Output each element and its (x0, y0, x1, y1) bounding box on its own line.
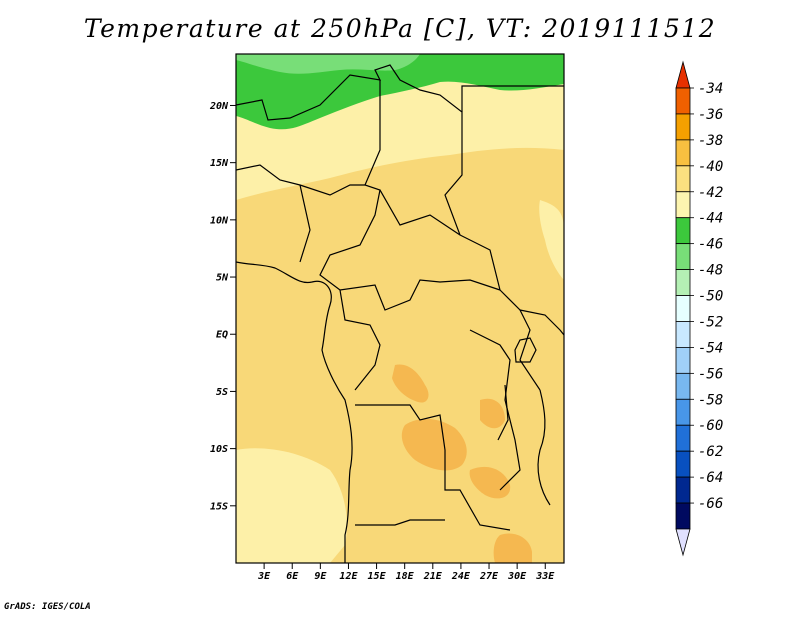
temp-field-minus38-a (392, 364, 429, 403)
colorbar-label: -62 (698, 444, 723, 460)
colorbar-label: -42 (698, 185, 723, 201)
colorbar-box (675, 476, 691, 504)
colorbar-box (675, 269, 691, 296)
colorbar-box (675, 398, 691, 426)
colorbar-label: -46 (698, 237, 723, 253)
lon-tick-label: 21E (423, 571, 443, 582)
colorbar-box (675, 191, 691, 219)
colorbar-box (675, 295, 691, 322)
lon-tick-label: 18E (396, 571, 415, 582)
temp-field-minus38-c (480, 398, 505, 429)
temp-field-minus44 (236, 54, 564, 130)
map-title: Temperature at 250hPa [C], VT: 201911151… (83, 14, 717, 43)
lon-tick-label: 27E (479, 571, 499, 582)
colorbar-label: -40 (698, 159, 723, 175)
lat-tick-label: 20N (209, 101, 229, 112)
temp-field-minus42-east (539, 200, 564, 280)
lon-tick-label: 24E (451, 571, 471, 582)
temp-field-minus38-e (493, 533, 532, 563)
colorbar-label: -48 (698, 263, 723, 279)
colorbar-label: -44 (698, 211, 723, 227)
lon-tick-label: 9E (314, 571, 327, 582)
grads-credit: GrADS: IGES/COLA (4, 602, 91, 612)
lat-tick-label: 10N (210, 215, 229, 226)
colorbar-box (675, 424, 691, 452)
colorbar-label: -58 (698, 392, 723, 408)
colorbar-box (675, 372, 691, 400)
lat-tick-label: 5S (216, 387, 228, 398)
colorbar-box (675, 502, 691, 530)
lon-tick-label: 30E (507, 571, 527, 582)
colorbar-box (675, 139, 691, 167)
map-frame (235, 53, 565, 564)
colorbar-label: -36 (698, 107, 723, 123)
colorbar: -34 -36 -38 -40 -42 -44 -46 -48 -50 -52 -54 -56 -58 -… (675, 60, 723, 557)
temp-field-minus38-d (469, 466, 511, 499)
map-area (235, 53, 565, 564)
lat-tick-label: 5N (216, 273, 229, 284)
lat-tick-label: 15N (210, 158, 229, 169)
colorbar-label: -60 (698, 418, 723, 434)
colorbar-box (675, 321, 691, 348)
lat-tick-label: 15S (210, 501, 228, 512)
lat-tick-label: 10S (210, 444, 228, 455)
temp-field-minus38-b (401, 418, 467, 471)
colorbar-bottom-triangle (675, 528, 691, 557)
lon-tick-label: 15E (368, 571, 387, 582)
colorbar-box (675, 243, 691, 270)
coastlines-borders (236, 64, 564, 563)
colorbar-label: -66 (698, 496, 723, 512)
lat-tick-label: EQ (216, 330, 228, 341)
colorbar-label: -56 (698, 366, 723, 382)
colorbar-label: -52 (698, 314, 723, 330)
colorbar-label: -34 (698, 81, 723, 97)
colorbar-top-triangle (675, 60, 691, 89)
lon-tick-label: 33E (535, 571, 555, 582)
temp-field-minus42-southwest (236, 448, 347, 563)
lon-tick-label: 12E (339, 571, 358, 582)
colorbar-box (675, 217, 691, 245)
colorbar-label: -54 (698, 340, 723, 356)
temp-field-minus46 (236, 54, 420, 74)
longitude-axis: 3E 6E 9E 12E 15E 18E 21E 24E 27E 30E 33E (257, 563, 555, 582)
latitude-axis: 20N 15N 10N 5N EQ 5S 10S 15S (209, 101, 236, 512)
colorbar-label: -50 (698, 289, 723, 305)
colorbar-box (675, 450, 691, 478)
colorbar-label: -38 (698, 133, 723, 149)
colorbar-box (675, 87, 691, 115)
colorbar-label: -64 (698, 470, 723, 486)
colorbar-box (675, 165, 691, 193)
lon-tick-label: 3E (257, 571, 271, 582)
colorbar-box (675, 347, 691, 374)
lon-tick-label: 6E (286, 571, 299, 582)
colorbar-box (675, 113, 691, 141)
